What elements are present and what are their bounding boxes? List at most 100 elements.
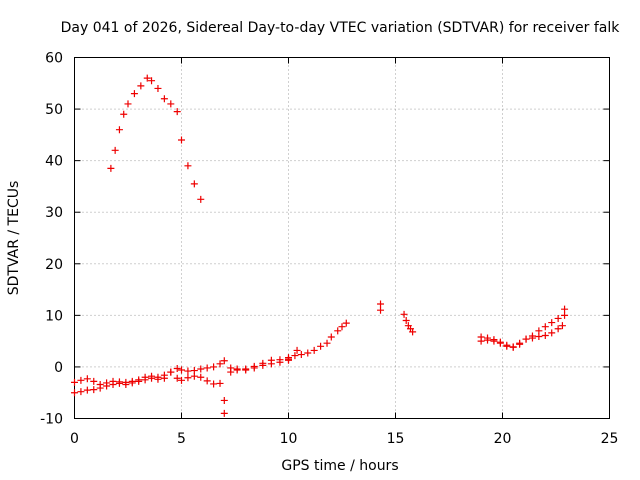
data-point (71, 378, 78, 386)
data-point (528, 334, 536, 342)
x-axis-label: GPS time / hours (281, 458, 398, 474)
data-point (561, 305, 569, 313)
data-point (220, 396, 228, 404)
data-point (120, 110, 128, 118)
data-point (402, 317, 410, 325)
y-axis-label: SDTVAR / TECUs (6, 181, 22, 296)
data-point (377, 300, 385, 308)
data-point (490, 337, 498, 345)
data-point (148, 374, 156, 382)
data-point (496, 339, 504, 347)
data-point (276, 358, 284, 366)
data-point (233, 365, 241, 373)
data-point (197, 373, 205, 381)
series-track-15h (400, 310, 417, 336)
data-point (535, 333, 543, 341)
data-point (178, 136, 185, 144)
data-point (477, 337, 485, 345)
y-tick-label: 20 (45, 257, 63, 273)
y-tick-label: 10 (45, 308, 63, 324)
x-tick-label: 5 (177, 431, 186, 447)
data-point (130, 90, 138, 98)
series-evening-track-b (477, 322, 566, 351)
data-point (304, 349, 312, 357)
series-isolated-points (220, 300, 385, 417)
x-tick-labels: 0 5 10 15 20 25 (70, 431, 618, 447)
data-point (541, 323, 549, 331)
series-low-track-b (71, 355, 292, 404)
data-point (184, 162, 192, 170)
data-point (317, 342, 325, 350)
data-point (184, 367, 192, 375)
x-tick-label: 10 (280, 431, 298, 447)
data-point (111, 146, 119, 154)
data-point (83, 375, 91, 383)
data-point (173, 374, 181, 382)
data-point (135, 377, 143, 385)
data-point (184, 374, 192, 382)
series-rising-track (285, 319, 350, 362)
grid-lines (74, 57, 610, 419)
data-point (297, 351, 305, 359)
data-point (267, 360, 275, 368)
x-tick-label: 0 (70, 431, 79, 447)
data-point (167, 100, 175, 108)
data-point (128, 379, 136, 387)
data-point (122, 380, 130, 388)
data-point (554, 325, 562, 333)
data-point (103, 382, 111, 390)
data-point (160, 95, 168, 103)
y-tick-label: 40 (45, 154, 63, 170)
data-point (509, 343, 517, 351)
data-point (342, 319, 350, 327)
x-tick-label: 15 (387, 431, 405, 447)
data-point (115, 126, 123, 134)
data-point (242, 366, 250, 374)
data-point (259, 361, 267, 369)
data-point (143, 74, 151, 82)
data-point (109, 380, 117, 388)
data-points (71, 74, 569, 417)
data-point (377, 306, 385, 314)
y-tick-label: 60 (45, 51, 63, 67)
data-point (203, 377, 211, 385)
data-point (323, 339, 331, 347)
data-point (77, 376, 85, 384)
data-point (216, 360, 224, 368)
data-point (154, 84, 162, 92)
data-point (190, 372, 198, 380)
data-point (90, 386, 98, 394)
data-point (285, 354, 292, 362)
y-tick-label: 0 (54, 360, 63, 376)
data-point (178, 366, 185, 374)
data-point (541, 331, 549, 339)
data-point (409, 328, 417, 336)
data-point (522, 335, 530, 343)
x-tick-label: 25 (601, 431, 619, 447)
data-point (548, 319, 556, 327)
data-point (291, 352, 299, 360)
data-point (154, 373, 162, 381)
data-point (220, 409, 228, 417)
data-point (338, 323, 346, 331)
data-point (107, 164, 115, 172)
y-tick-label: 30 (45, 205, 63, 221)
data-point (115, 379, 123, 387)
data-point (210, 363, 218, 371)
data-point (293, 346, 301, 354)
y-tick-labels: -10 0 10 20 30 40 50 60 (40, 51, 63, 428)
data-point (178, 376, 185, 384)
data-point (327, 333, 335, 341)
data-point (548, 329, 556, 337)
data-point (71, 389, 78, 397)
data-point (227, 364, 235, 372)
data-point (137, 82, 145, 90)
data-point (148, 77, 156, 85)
data-point (220, 357, 228, 365)
data-point (561, 311, 569, 319)
data-point (83, 386, 91, 394)
data-point (516, 339, 524, 347)
data-point (96, 384, 104, 392)
y-tick-label: -10 (40, 412, 63, 428)
